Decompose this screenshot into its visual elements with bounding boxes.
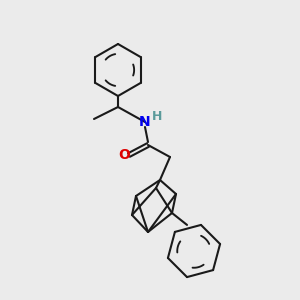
Text: N: N [139, 115, 151, 129]
Text: H: H [152, 110, 162, 124]
Text: O: O [118, 148, 130, 162]
